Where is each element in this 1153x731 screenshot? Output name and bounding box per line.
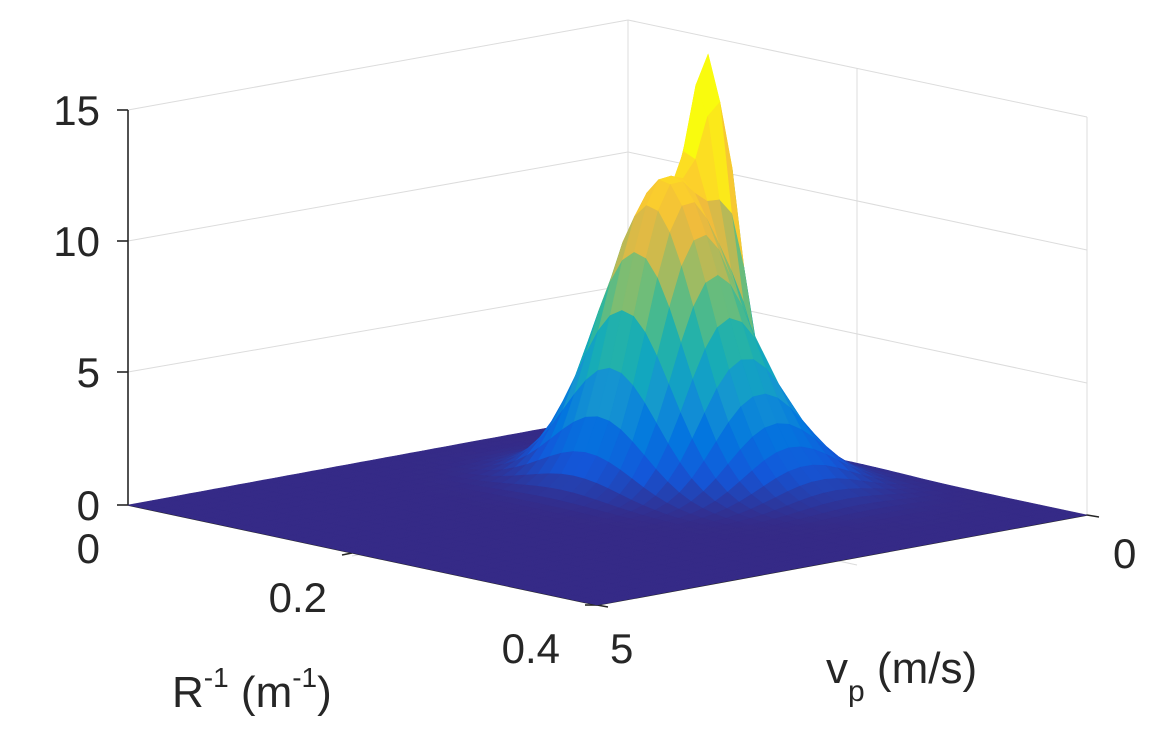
z-tick-label: 10 xyxy=(53,218,100,265)
x-axis-label: R-1 (m-1) xyxy=(172,662,332,717)
x-tick-label: 0.4 xyxy=(502,625,560,672)
z-tick-label: 0 xyxy=(77,482,100,529)
z-tick-label: 15 xyxy=(53,87,100,134)
y-axis-label: vp (m/s) xyxy=(826,644,977,708)
surface-patch xyxy=(585,599,610,606)
y-tick-label: 0 xyxy=(1113,530,1136,577)
surface-plot xyxy=(127,53,1088,606)
z-tick-label: 5 xyxy=(77,349,100,396)
x-tick-label: 0 xyxy=(77,525,100,572)
y-tick-label: 5 xyxy=(610,625,633,672)
x-tick-label: 0.2 xyxy=(269,574,327,621)
